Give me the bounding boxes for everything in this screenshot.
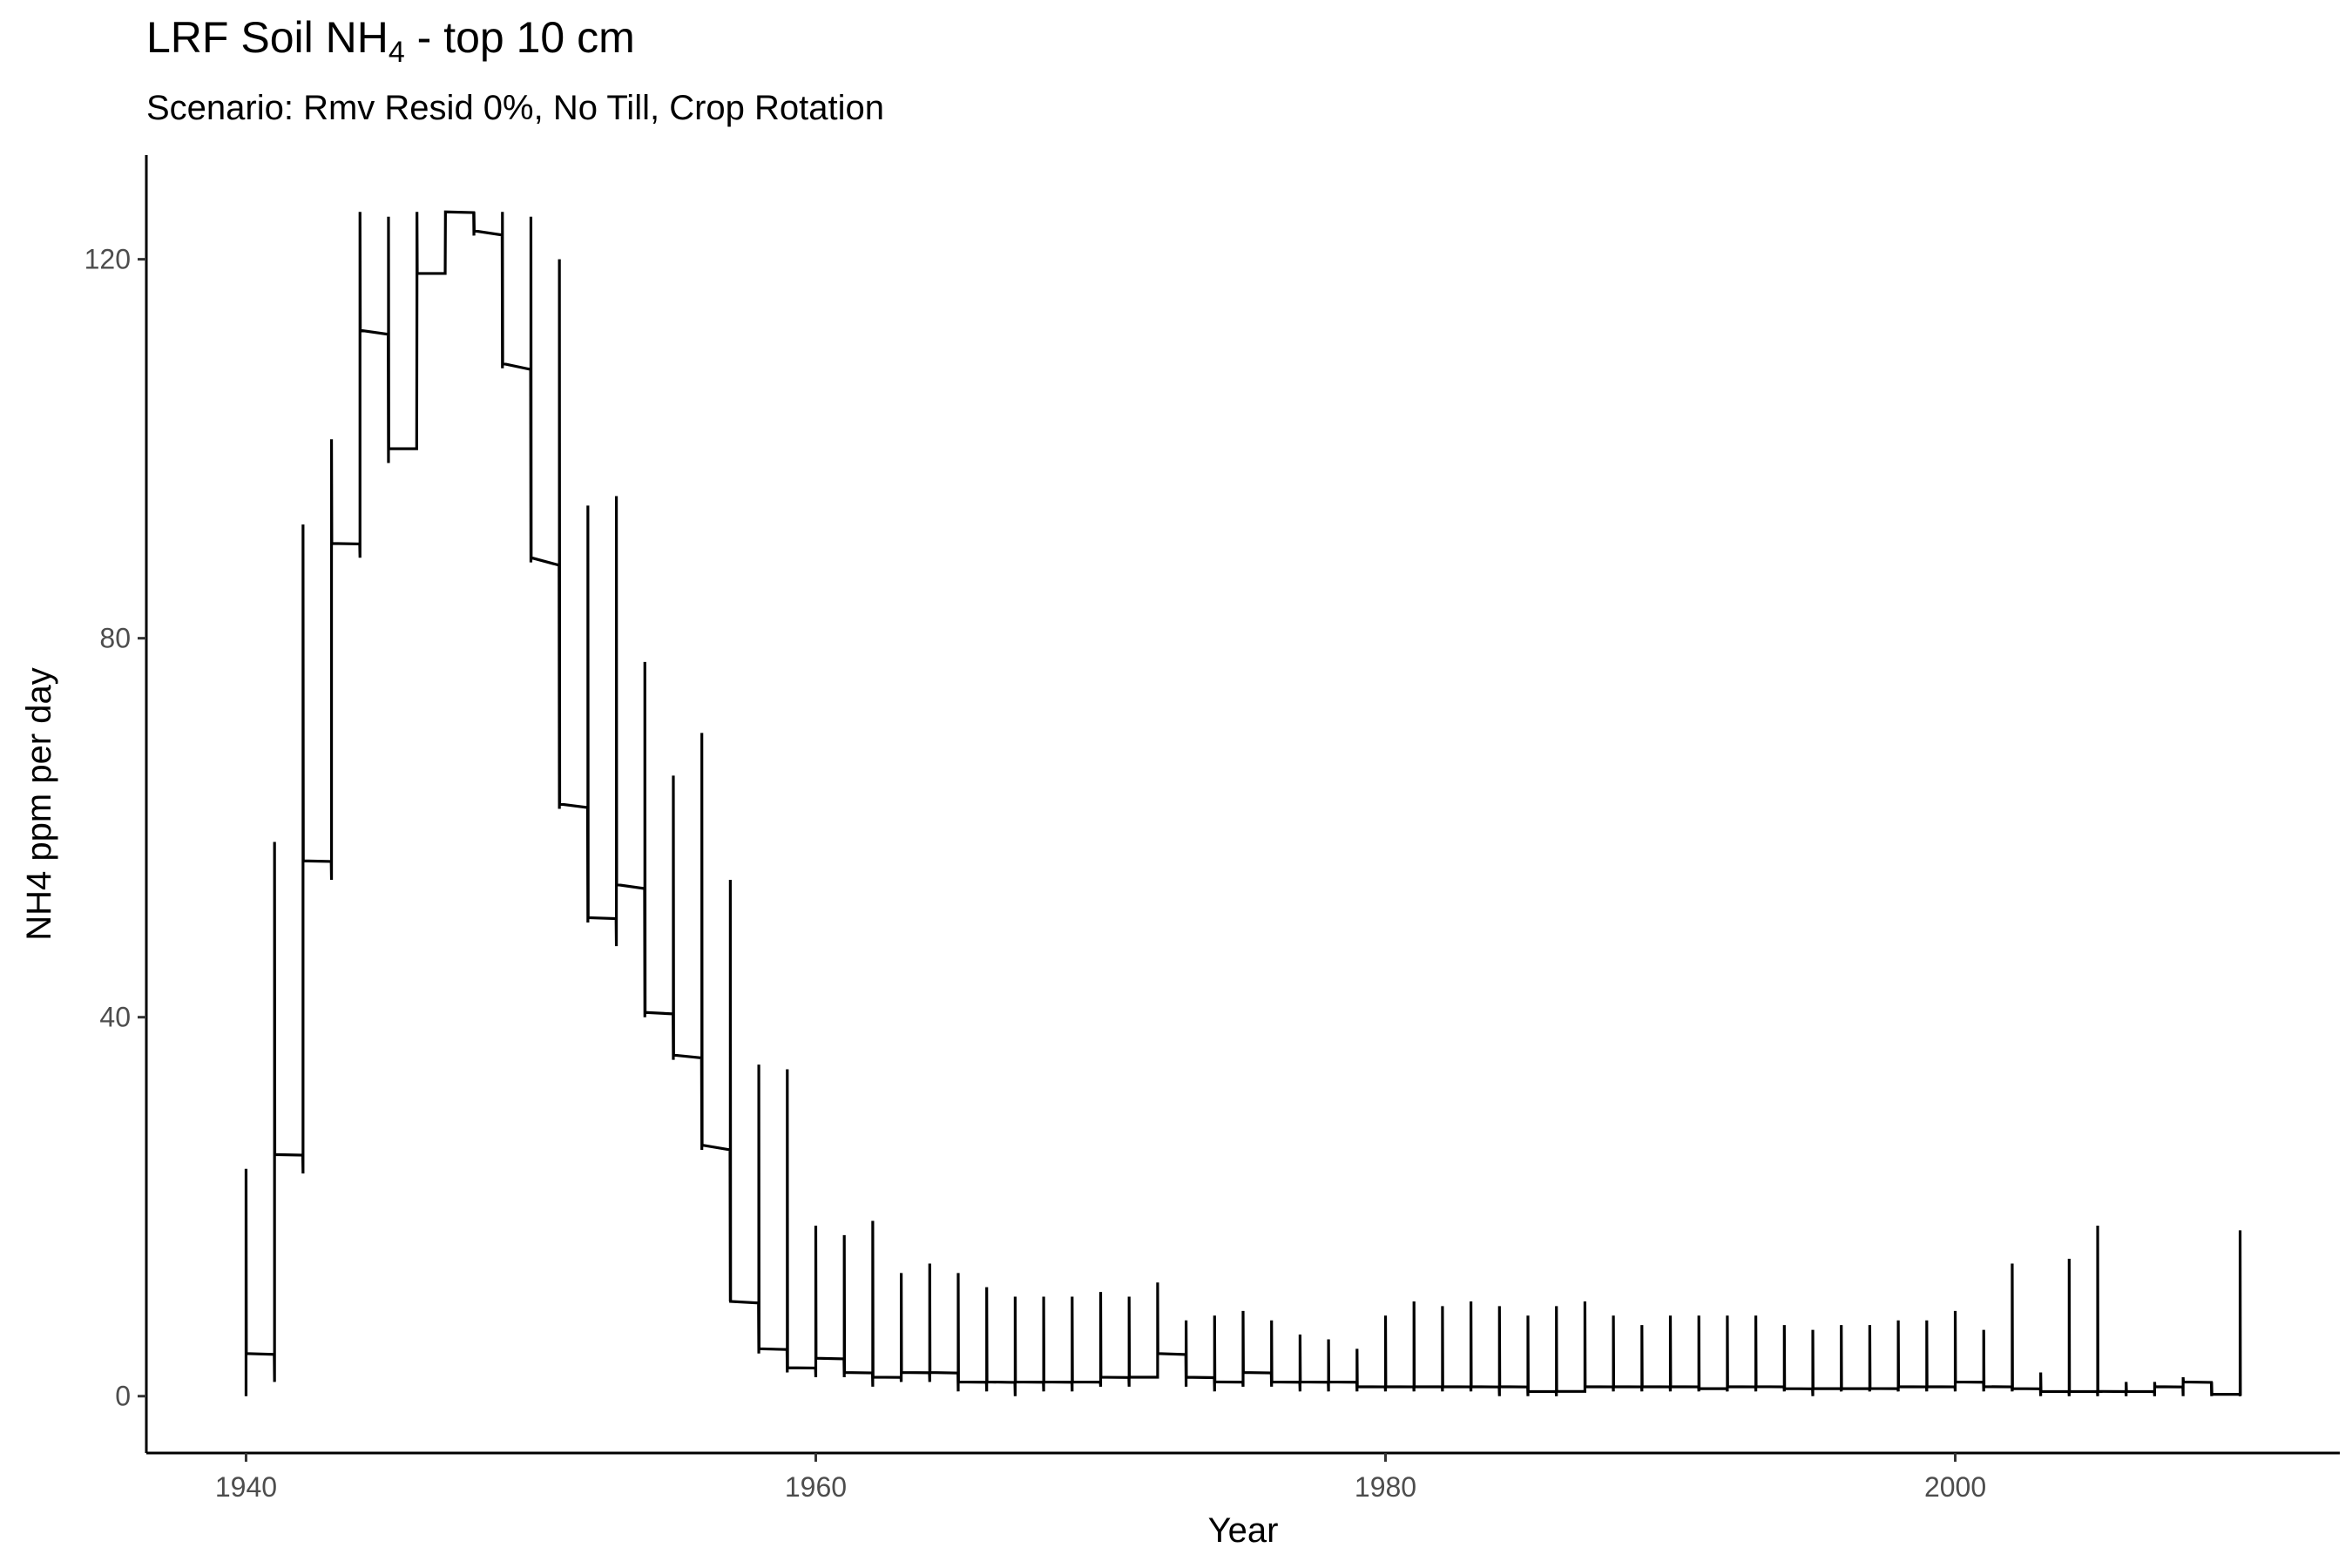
y-axis-title: NH4 ppm per day [20,667,58,940]
chart-subtitle: Scenario: Rmv Resid 0%, No Till, Crop Ro… [146,89,884,127]
x-axis-title: Year [1208,1511,1279,1550]
chart-title-text: LRF Soil NH [146,13,389,62]
x-tick-label: 2000 [1924,1471,1986,1503]
chart-title-suffix: - top 10 cm [404,13,635,62]
nh4-series-line [244,210,2242,1396]
x-tick-label: 1960 [785,1471,847,1503]
y-tick-label: 40 [99,1002,131,1033]
y-tick-label: 80 [99,623,131,654]
y-tick-label: 120 [84,244,131,275]
chart-title-subscript: 4 [388,36,405,69]
x-tick-label: 1980 [1355,1471,1416,1503]
chart-title: LRF Soil NH4 - top 10 cm [146,12,635,70]
y-tick-label: 0 [115,1381,131,1412]
x-tick-label: 1940 [215,1471,277,1503]
